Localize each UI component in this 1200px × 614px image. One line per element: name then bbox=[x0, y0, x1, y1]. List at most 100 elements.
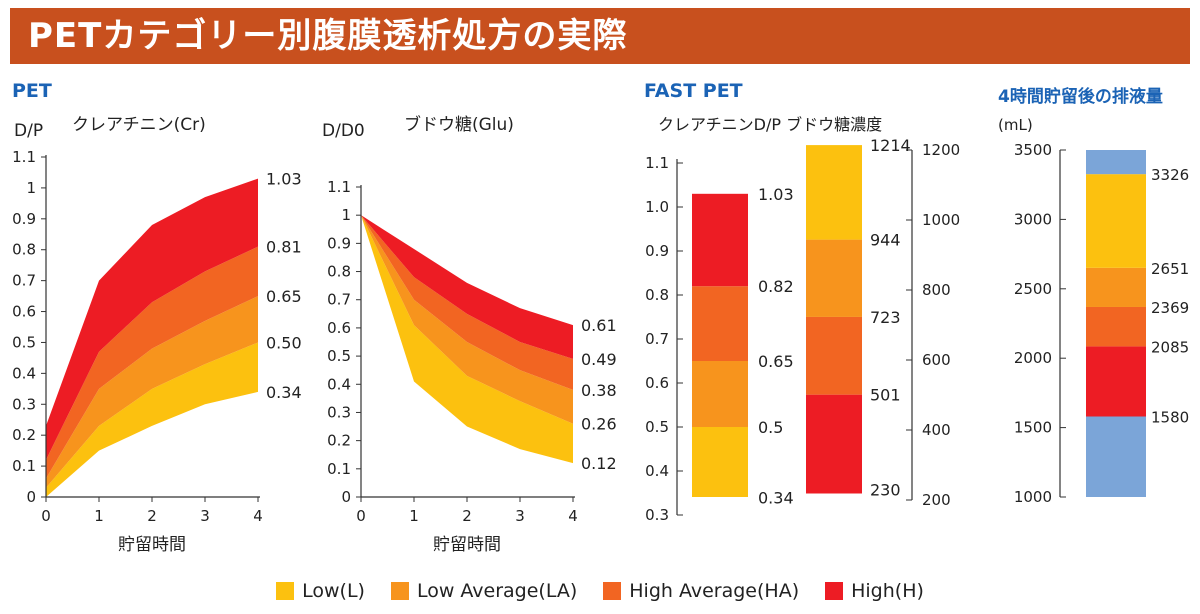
drain-bar-segment bbox=[1086, 267, 1146, 307]
cr-y-axis-label: D/P bbox=[14, 121, 43, 141]
drain-tick-label: 1000 bbox=[1014, 488, 1052, 506]
legend-swatch-low bbox=[276, 582, 295, 600]
glu-band-H bbox=[361, 215, 573, 359]
cr-y-tick-label: 0.6 bbox=[12, 303, 36, 321]
glu-y-tick-label: 0.2 bbox=[327, 432, 351, 450]
legend-label-low-average: Low Average(LA) bbox=[416, 580, 578, 602]
cr-end-label: 0.65 bbox=[266, 287, 302, 306]
fast-cr-tick-label: 0.4 bbox=[645, 462, 669, 480]
drain-bar-segment bbox=[1086, 174, 1146, 268]
glu-y-tick-label: 0.8 bbox=[327, 263, 351, 281]
cr-end-label: 0.81 bbox=[266, 238, 302, 257]
drain-chart: (mL) 1000 1500 2000 2500 3000 3500 1580 2085 2369… bbox=[998, 116, 1189, 506]
cr-chart: 0 0.1 0.2 0.3 0.4 0.5 0.6 0.7 0.8 0.9 1 1.1 0 1 2 3 4 1.0… bbox=[12, 115, 301, 555]
fast-cr-label: 0.5 bbox=[758, 418, 783, 437]
fast-cr-bar-H bbox=[692, 193, 748, 287]
glu-y-tick-label: 1 bbox=[341, 206, 351, 224]
fast-cr-tick-label: 1.1 bbox=[645, 154, 669, 172]
glu-x-tick-label: 3 bbox=[515, 507, 525, 525]
fast-cr-tick-label: 0.5 bbox=[645, 418, 669, 436]
drain-unit: (mL) bbox=[998, 116, 1033, 134]
legend-item-high: High(H) bbox=[825, 580, 924, 602]
legend-swatch-high-average bbox=[603, 582, 622, 600]
glu-y-tick-label: 0 bbox=[341, 488, 351, 506]
legend-item-low-average: Low Average(LA) bbox=[390, 580, 578, 602]
fast-glu-tick-label: 1000 bbox=[922, 211, 960, 229]
glu-y-tick-label: 0.9 bbox=[327, 234, 351, 252]
fast-pet-chart: クレアチニンD/P ブドウ糖濃度 0.3 0.4 0.5 0.6 0.7 0.8 0.9 1.0… bbox=[645, 115, 960, 524]
glu-x-tick-label: 2 bbox=[462, 507, 472, 525]
legend-item-high-average: High Average(HA) bbox=[603, 580, 799, 602]
fast-glu-label: 501 bbox=[870, 386, 901, 405]
glu-end-label: 0.61 bbox=[581, 316, 617, 335]
drain-bar-segment bbox=[1086, 306, 1146, 347]
legend-label-low: Low(L) bbox=[302, 580, 365, 602]
legend-label-high: High(H) bbox=[851, 580, 924, 602]
fast-cr-tick-label: 0.6 bbox=[645, 374, 669, 392]
cr-title: クレアチニン(Cr) bbox=[72, 115, 206, 135]
cr-end-label: 0.34 bbox=[266, 383, 302, 402]
cr-x-tick-label: 4 bbox=[253, 507, 263, 525]
drain-label: 1580 bbox=[1151, 408, 1189, 426]
cr-x-axis-label: 貯留時間 bbox=[118, 535, 186, 555]
fast-cr-label: 0.82 bbox=[758, 277, 794, 296]
cr-y-tick-label: 0.2 bbox=[12, 426, 36, 444]
cr-x-tick-label: 2 bbox=[147, 507, 157, 525]
cr-band-LA bbox=[46, 296, 258, 488]
glu-end-label: 0.26 bbox=[581, 415, 617, 434]
cr-band-HA bbox=[46, 246, 258, 479]
fast-cr-bar-HA bbox=[692, 286, 748, 361]
cr-y-tick-label: 0.5 bbox=[12, 333, 36, 351]
cr-y-tick-label: 0.9 bbox=[12, 210, 36, 228]
cr-y-tick-label: 1 bbox=[26, 179, 36, 197]
glu-y-tick-label: 0.3 bbox=[327, 403, 351, 421]
cr-x-tick-label: 3 bbox=[200, 507, 210, 525]
cr-y-tick-label: 0.8 bbox=[12, 241, 36, 259]
cr-y-tick-label: 0.4 bbox=[12, 364, 36, 382]
fast-glu-bar-segment bbox=[806, 239, 862, 317]
cr-y-tick-label: 1.1 bbox=[12, 148, 36, 166]
drain-tick-label: 2000 bbox=[1014, 349, 1052, 367]
drain-tick-label: 1500 bbox=[1014, 419, 1052, 437]
drain-tick-label: 2500 bbox=[1014, 280, 1052, 298]
glu-y-tick-label: 0.1 bbox=[327, 460, 351, 478]
fast-cr-label: 0.65 bbox=[758, 352, 794, 371]
drain-tick-label: 3000 bbox=[1014, 210, 1052, 228]
drain-label: 3326 bbox=[1151, 166, 1189, 184]
fast-glu-tick-label: 400 bbox=[922, 421, 951, 439]
glu-y-axis-label: D/D0 bbox=[322, 121, 365, 141]
cr-end-label: 0.50 bbox=[266, 333, 302, 352]
fast-glu-bar-segment bbox=[806, 145, 862, 240]
drain-label: 2651 bbox=[1151, 260, 1189, 278]
glu-x-axis-label: 貯留時間 bbox=[433, 535, 501, 555]
legend-item-low: Low(L) bbox=[276, 580, 365, 602]
cr-band-L bbox=[46, 342, 258, 497]
glu-band-HA bbox=[361, 215, 573, 390]
cr-y-tick-label: 0.3 bbox=[12, 395, 36, 413]
fast-glu-tick-label: 800 bbox=[922, 281, 951, 299]
glu-end-label: 0.49 bbox=[581, 350, 617, 369]
glu-x-tick-label: 4 bbox=[568, 507, 578, 525]
drain-bar-segment bbox=[1086, 416, 1146, 497]
fast-cr-label: 0.34 bbox=[758, 488, 794, 507]
cr-x-tick-label: 1 bbox=[94, 507, 104, 525]
fast-cr-bar-LA bbox=[692, 361, 748, 427]
fast-cr-tick-label: 1.0 bbox=[645, 198, 669, 216]
fast-glu-tick-label: 600 bbox=[922, 351, 951, 369]
legend-label-high-average: High Average(HA) bbox=[629, 580, 800, 602]
section-label-fast-pet: FAST PET bbox=[644, 80, 743, 102]
cr-band-H bbox=[46, 178, 258, 460]
glu-band-LA bbox=[361, 215, 573, 424]
fast-cr-bar-L bbox=[692, 427, 748, 497]
fast-cr-tick-label: 0.9 bbox=[645, 242, 669, 260]
fast-glu-label: 723 bbox=[870, 308, 901, 327]
glu-y-tick-label: 0.7 bbox=[327, 291, 351, 309]
drain-bar-segment bbox=[1086, 150, 1146, 175]
page-title: PETカテゴリー別腹膜透析処方の実際 bbox=[28, 16, 628, 56]
header-banner: PETカテゴリー別腹膜透析処方の実際 bbox=[10, 8, 1190, 64]
fast-cr-tick-label: 0.8 bbox=[645, 286, 669, 304]
glu-y-tick-label: 1.1 bbox=[327, 178, 351, 196]
fast-glu-tick-label: 1200 bbox=[922, 141, 960, 159]
glu-x-tick-label: 1 bbox=[409, 507, 419, 525]
